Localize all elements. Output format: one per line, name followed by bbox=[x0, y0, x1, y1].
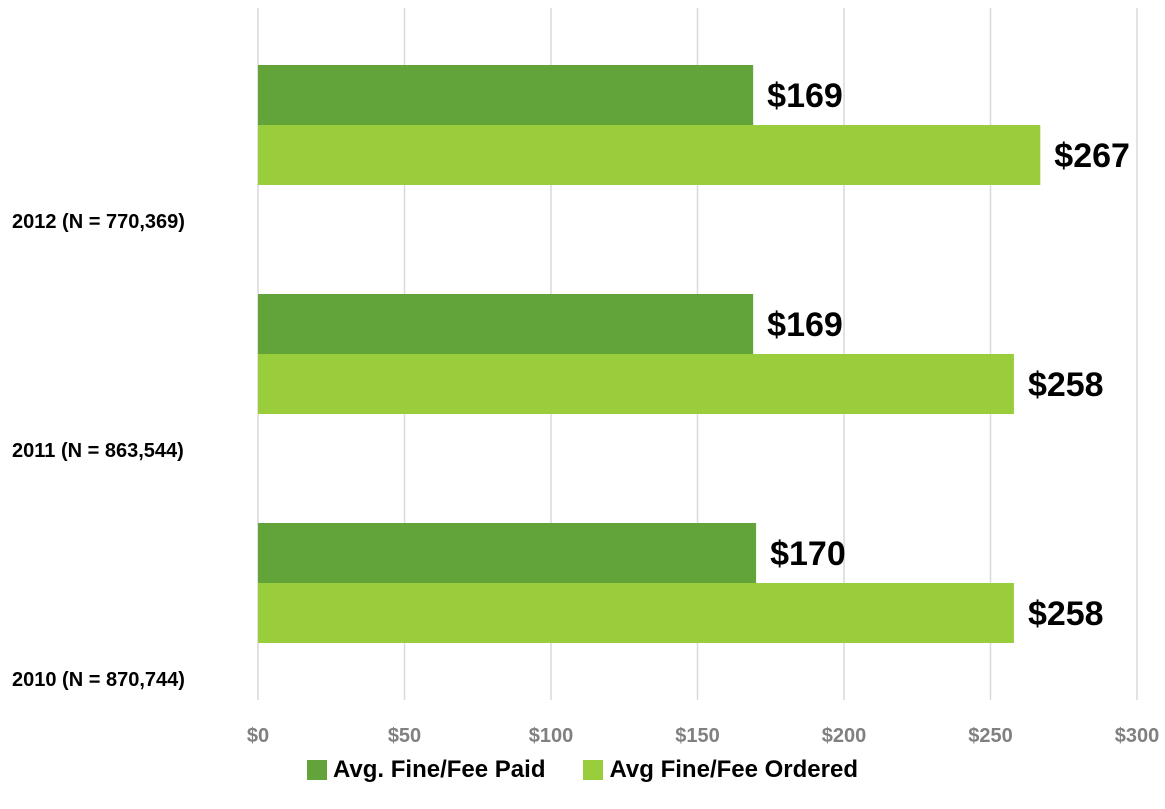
x-tick-label: $0 bbox=[247, 725, 269, 747]
category-label: 2011 (N = 863,544) bbox=[12, 440, 184, 462]
legend-swatch-ordered bbox=[583, 760, 604, 780]
x-tick-label: $50 bbox=[388, 725, 421, 747]
data-label: $169 bbox=[767, 77, 843, 115]
data-label: $170 bbox=[770, 535, 846, 573]
legend-label-paid: Avg. Fine/Fee Paid bbox=[332, 756, 546, 783]
legend-label-ordered: Avg Fine/Fee Ordered bbox=[609, 756, 858, 783]
legend-item-paid: Avg. Fine/Fee Paid bbox=[306, 756, 546, 784]
bars bbox=[258, 65, 1041, 643]
bar-ordered bbox=[258, 354, 1014, 414]
x-tick-label: $100 bbox=[529, 725, 574, 747]
category-label: 2010 (N = 870,744) bbox=[12, 669, 185, 691]
x-axis-tick-labels: $0 $50 $100 $150 $200 $250 $300 bbox=[247, 725, 1159, 747]
category-label: 2012 (N = 770,369) bbox=[12, 211, 185, 233]
data-labels: $169 $267 $169 $258 $170 $258 bbox=[767, 77, 1130, 633]
bar-paid bbox=[258, 294, 754, 354]
data-label: $267 bbox=[1054, 137, 1130, 175]
category-labels: 2012 (N = 770,369) 2011 (N = 863,544) 2010… bbox=[12, 211, 185, 691]
x-tick-label: $250 bbox=[968, 725, 1013, 747]
legend-item-ordered: Avg Fine/Fee Ordered bbox=[583, 756, 858, 784]
x-tick-label: $150 bbox=[675, 725, 720, 747]
x-tick-label: $200 bbox=[822, 725, 867, 747]
legend-swatch-paid bbox=[306, 760, 327, 780]
data-label: $258 bbox=[1028, 366, 1104, 404]
x-tick-label: $300 bbox=[1115, 725, 1160, 747]
bar-ordered bbox=[258, 125, 1041, 185]
bar-paid bbox=[258, 523, 757, 583]
data-label: $258 bbox=[1028, 595, 1104, 633]
bar-paid bbox=[258, 65, 754, 125]
bar-ordered bbox=[258, 583, 1014, 643]
legend: Avg. Fine/Fee Paid Avg Fine/Fee Ordered bbox=[0, 750, 1165, 790]
data-label: $169 bbox=[767, 306, 843, 344]
